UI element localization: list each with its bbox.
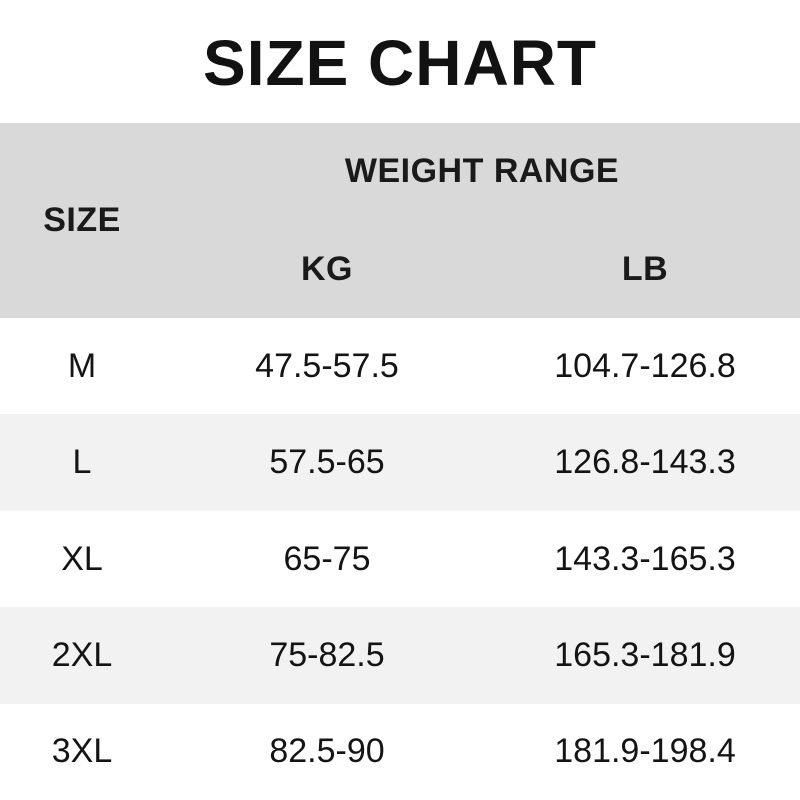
kg-column-header: KG [301, 249, 353, 288]
size-cell: 3XL [51, 732, 113, 771]
kg-cell: 75-82.5 [269, 635, 385, 674]
lb-cell: 165.3-181.9 [554, 635, 736, 674]
weight-range-group-header: WEIGHT RANGE [344, 152, 620, 190]
size-cell: L [72, 443, 92, 482]
size-cell: XL [61, 539, 103, 578]
table-body: M 47.5-57.5 104.7-126.8 L 57.5-65 126.8-… [0, 318, 800, 800]
table-row-m: M 47.5-57.5 104.7-126.8 [0, 318, 800, 415]
kg-cell: 57.5-65 [269, 443, 385, 482]
lb-column-header: LB [621, 249, 669, 288]
size-column-header: SIZE [43, 201, 121, 239]
lb-cell: 126.8-143.3 [554, 443, 736, 482]
page-title: SIZE CHART [203, 27, 597, 99]
size-chart-table: SIZE WEIGHT RANGE KG LB M 47.5-57.5 104.… [0, 123, 800, 800]
table-row-xl: XL 65-75 143.3-165.3 [0, 510, 800, 608]
lb-cell: 143.3-165.3 [554, 539, 736, 578]
table-row-3xl: 3XL 82.5-90 181.9-198.4 [0, 703, 800, 800]
table-row-2xl: 2XL 75-82.5 165.3-181.9 [0, 607, 800, 704]
size-cell: 2XL [51, 635, 113, 674]
size-cell: M [67, 346, 97, 385]
lb-cell: 104.7-126.8 [554, 346, 736, 385]
kg-cell: 82.5-90 [269, 732, 385, 771]
table-header: SIZE WEIGHT RANGE KG LB [0, 123, 800, 318]
kg-cell: 65-75 [283, 539, 371, 578]
kg-cell: 47.5-57.5 [255, 346, 399, 385]
lb-cell: 181.9-198.4 [554, 732, 736, 771]
table-row-l: L 57.5-65 126.8-143.3 [0, 414, 800, 511]
